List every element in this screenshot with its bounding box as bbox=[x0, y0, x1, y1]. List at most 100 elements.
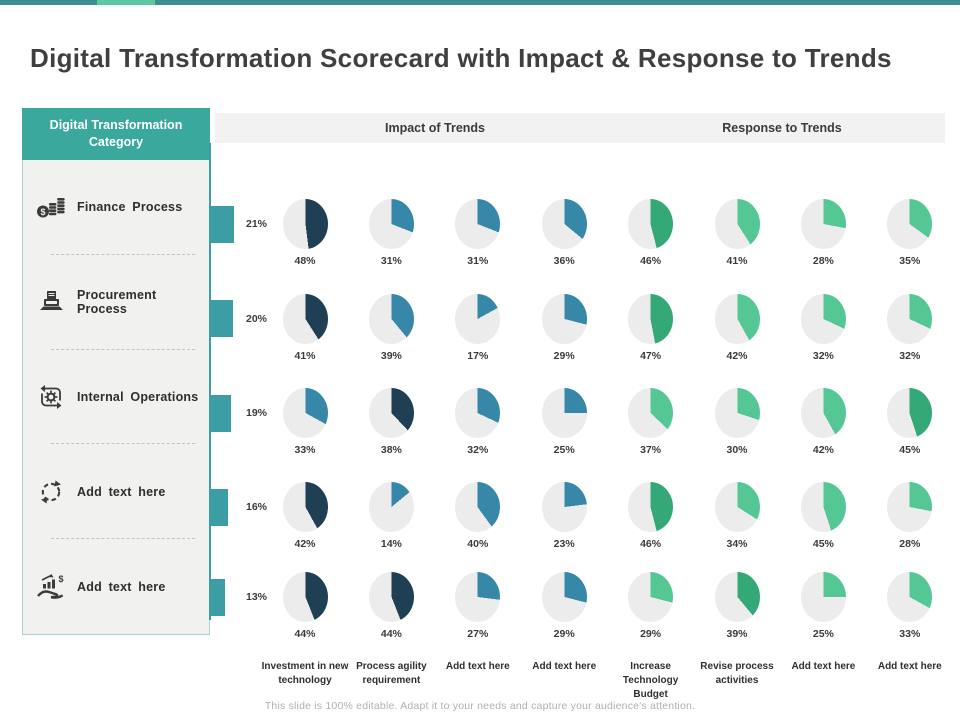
pie-value-label: 31% bbox=[380, 255, 402, 267]
pie-value-label: 42% bbox=[812, 444, 834, 456]
column-label: Investment in new technology bbox=[261, 661, 349, 686]
pie-chart bbox=[282, 572, 328, 622]
pie-chart bbox=[628, 199, 674, 249]
pie-chart bbox=[455, 293, 501, 344]
pie-value-label: 29% bbox=[553, 349, 575, 362]
row-weight-bar bbox=[210, 488, 229, 526]
pie-chart bbox=[541, 482, 587, 532]
pie-value-label: 32% bbox=[467, 444, 489, 456]
pie-chart bbox=[541, 572, 587, 622]
sidebar-item-label: Add text here bbox=[77, 579, 166, 594]
pie-chart bbox=[800, 293, 846, 344]
pie-value-label: 46% bbox=[640, 538, 662, 550]
footer-note: This slide is 100% editable. Adapt it to… bbox=[264, 700, 696, 712]
pie-value-label: 37% bbox=[640, 444, 662, 456]
pie-chart bbox=[714, 572, 760, 622]
row-weight-bar bbox=[210, 394, 232, 432]
row-weight-bar bbox=[210, 205, 234, 243]
svg-text:$: $ bbox=[40, 207, 45, 217]
procurement-device-icon bbox=[36, 289, 66, 315]
pie-value-label: 30% bbox=[726, 444, 748, 456]
pie-chart bbox=[541, 199, 587, 249]
pie-chart bbox=[800, 388, 846, 438]
pie-value-label: 14% bbox=[380, 538, 402, 550]
pie-chart bbox=[455, 199, 501, 249]
pie-value-label: 32% bbox=[899, 349, 921, 362]
pie-value-label: 39% bbox=[380, 349, 402, 362]
column-label: Increase Technology Budget bbox=[622, 661, 679, 700]
row-weight-label: 16% bbox=[246, 501, 268, 513]
pie-chart bbox=[368, 293, 414, 344]
hand-growth-icon: $ bbox=[36, 573, 66, 601]
operations-gear-icon bbox=[36, 383, 66, 411]
accent-segment-dark bbox=[0, 0, 97, 5]
pie-value-label: 41% bbox=[294, 349, 316, 362]
pie-chart bbox=[282, 482, 328, 532]
pie-value-label: 33% bbox=[899, 628, 921, 640]
pie-chart bbox=[368, 482, 414, 532]
pie-chart bbox=[714, 482, 760, 532]
pie-chart bbox=[887, 199, 933, 249]
pie-chart bbox=[455, 388, 501, 438]
pie-chart bbox=[282, 388, 328, 438]
pie-chart bbox=[714, 199, 760, 249]
pie-value-label: 45% bbox=[812, 538, 834, 550]
pie-value-label: 31% bbox=[467, 255, 489, 267]
column-label: Add text here bbox=[532, 661, 597, 672]
category-sidebar: Digital Transformation Category bbox=[22, 108, 210, 635]
pie-chart bbox=[368, 388, 414, 438]
column-label: Revise process activities bbox=[700, 661, 774, 686]
sidebar-item-add-text-2: $ Add text here bbox=[23, 539, 209, 634]
money-coins-icon: $ bbox=[36, 194, 66, 221]
pie-chart bbox=[541, 388, 587, 438]
pie-chart bbox=[887, 388, 933, 438]
top-accent-bar bbox=[0, 0, 960, 5]
pie-chart bbox=[714, 293, 760, 344]
pie-value-label: 33% bbox=[294, 444, 316, 456]
pie-chart bbox=[887, 293, 933, 344]
pie-value-label: 28% bbox=[812, 255, 834, 267]
pie-value-label: 34% bbox=[726, 538, 748, 550]
pie-value-label: 35% bbox=[899, 255, 921, 267]
row-weight-bar bbox=[210, 300, 233, 337]
pie-value-label: 40% bbox=[467, 538, 489, 550]
pie-value-label: 44% bbox=[380, 628, 402, 640]
pie-value-label: 25% bbox=[812, 628, 834, 640]
accent-segment-mint bbox=[97, 0, 155, 5]
column-label: Add text here bbox=[877, 661, 942, 672]
pie-chart bbox=[714, 388, 760, 438]
pie-value-label: 17% bbox=[467, 349, 489, 362]
pie-chart bbox=[368, 572, 414, 622]
pie-value-label: 28% bbox=[899, 538, 921, 550]
pie-value-label: 44% bbox=[294, 628, 316, 640]
pie-value-label: 47% bbox=[640, 349, 662, 362]
pie-value-label: 29% bbox=[640, 628, 662, 640]
sidebar-item-label: Add text here bbox=[77, 484, 166, 499]
sidebar-item-internal-operations: Internal Operations bbox=[23, 350, 209, 445]
pie-value-label: 36% bbox=[553, 255, 575, 267]
sidebar-body: $ Finance Process bbox=[22, 160, 210, 635]
pie-value-label: 29% bbox=[553, 628, 575, 640]
pie-chart bbox=[455, 482, 501, 532]
pie-value-label: 46% bbox=[640, 255, 662, 267]
pie-chart bbox=[368, 199, 414, 249]
accent-segment-dark bbox=[155, 0, 960, 5]
page-title: Digital Transformation Scorecard with Im… bbox=[30, 43, 892, 74]
response-to-trends-header: Response to Trends bbox=[722, 121, 842, 135]
column-group-header-band: Impact of Trends Response to Trends bbox=[215, 113, 945, 143]
refresh-dashed-icon bbox=[36, 478, 66, 506]
pie-value-label: 48% bbox=[294, 255, 316, 267]
pie-chart bbox=[887, 482, 933, 532]
pie-chart bbox=[628, 572, 674, 622]
pie-chart bbox=[800, 199, 846, 249]
sidebar-item-label: Procurement Process bbox=[77, 288, 157, 317]
row-weight-bar bbox=[210, 578, 225, 616]
pie-value-label: 42% bbox=[294, 538, 316, 550]
pie-value-label: 41% bbox=[726, 255, 748, 267]
pie-chart bbox=[282, 293, 328, 344]
sidebar-item-procurement-process: Procurement Process bbox=[23, 255, 209, 350]
pie-value-label: 42% bbox=[726, 349, 748, 362]
row-weight-label: 19% bbox=[246, 407, 268, 419]
pie-value-label: 38% bbox=[380, 444, 402, 456]
